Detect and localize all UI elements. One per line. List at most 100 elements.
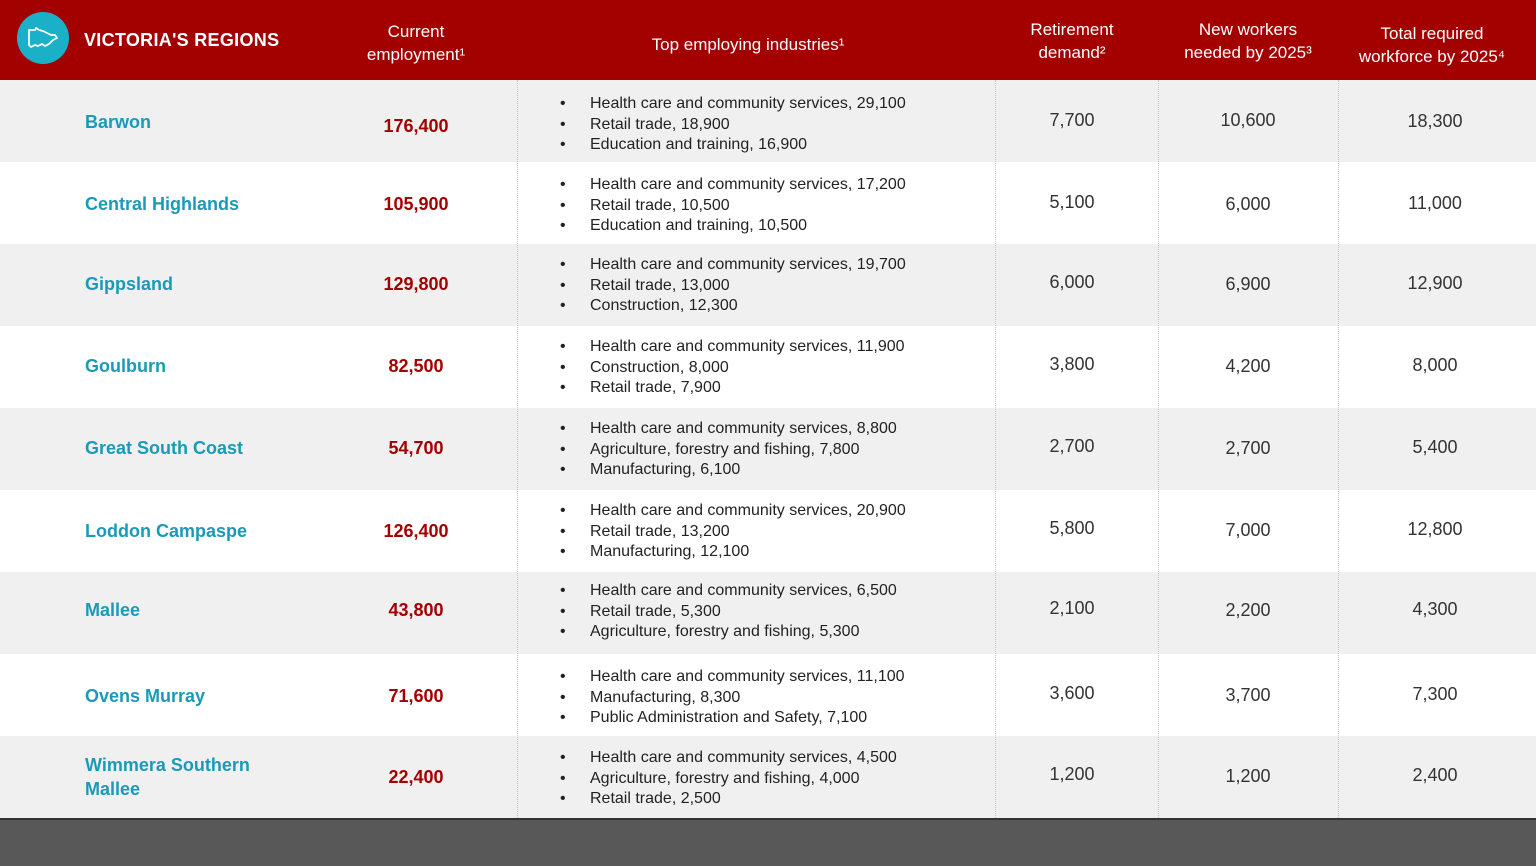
industry-item: Agriculture, forestry and fishing, 5,300 [560, 622, 897, 643]
industry-item: Public Administration and Safety, 7,100 [560, 708, 905, 729]
industry-item: Retail trade, 5,300 [560, 602, 897, 623]
table-row: Goulburn 82,500 Health care and communit… [0, 326, 1536, 408]
new-workers-needed: 2,700 [1225, 438, 1271, 458]
current-employment: 82,500 [388, 356, 444, 376]
footer-bar [0, 818, 1536, 866]
industry-item: Health care and community services, 8,80… [560, 419, 897, 440]
total-workforce: 4,300 [1412, 599, 1458, 619]
total-workforce: 8,000 [1412, 355, 1458, 375]
industries-list: Health care and community services, 11,1… [560, 667, 905, 729]
total-workforce: 12,800 [1407, 519, 1463, 539]
industry-item: Education and training, 16,900 [560, 135, 906, 156]
industries-list: Health care and community services, 19,7… [560, 255, 906, 317]
industries-list: Health care and community services, 6,50… [560, 581, 897, 643]
industry-item: Health care and community services, 29,1… [560, 94, 906, 115]
current-employment: 71,600 [388, 686, 444, 706]
industry-item: Construction, 8,000 [560, 358, 905, 379]
industry-item: Health care and community services, 11,1… [560, 667, 905, 688]
table-row: Loddon Campaspe 126,400 Health care and … [0, 490, 1536, 572]
column-divider [1158, 80, 1159, 818]
table-row: Central Highlands 105,900 Health care an… [0, 162, 1536, 244]
total-workforce: 2,400 [1412, 765, 1458, 785]
column-divider [1338, 80, 1339, 818]
retirement-demand: 2,700 [1049, 436, 1095, 456]
industry-item: Retail trade, 13,200 [560, 522, 906, 543]
industry-item: Health care and community services, 11,9… [560, 337, 905, 358]
new-workers-needed: 7,000 [1225, 520, 1271, 540]
column-divider [517, 80, 518, 818]
current-employment: 105,900 [383, 194, 449, 214]
new-workers-needed: 1,200 [1225, 766, 1271, 786]
new-workers-needed: 4,200 [1225, 356, 1271, 376]
current-employment: 126,400 [383, 521, 449, 541]
column-header-total: Total required workforce by 2025⁴ [1358, 24, 1506, 66]
retirement-demand: 3,600 [1049, 683, 1095, 703]
region-name: Central Highlands [85, 194, 240, 214]
industry-item: Manufacturing, 8,300 [560, 688, 905, 709]
industry-item: Retail trade, 7,900 [560, 378, 905, 399]
industries-list: Health care and community services, 20,9… [560, 501, 906, 563]
region-name: Mallee [85, 600, 141, 620]
new-workers-needed: 6,900 [1225, 274, 1271, 294]
total-workforce: 5,400 [1412, 437, 1458, 457]
page-title: VICTORIA'S REGIONS [84, 30, 280, 50]
column-header-new-workers: New workers needed by 2025³ [1184, 20, 1312, 62]
industry-item: Retail trade, 2,500 [560, 789, 897, 810]
new-workers-needed: 6,000 [1225, 194, 1271, 214]
region-name: Wimmera Southern Mallee [85, 755, 250, 799]
industry-item: Agriculture, forestry and fishing, 7,800 [560, 440, 897, 461]
table-row: Barwon 176,400 Health care and community… [0, 80, 1536, 162]
total-workforce: 18,300 [1407, 111, 1463, 131]
current-employment: 43,800 [388, 600, 444, 620]
region-name: Ovens Murray [85, 686, 206, 706]
column-header-retirement: Retirement demand² [1030, 20, 1114, 62]
current-employment: 22,400 [388, 767, 444, 787]
victoria-map-icon [17, 12, 69, 64]
column-divider [995, 80, 996, 818]
total-workforce: 7,300 [1412, 684, 1458, 704]
region-name: Great South Coast [85, 438, 244, 458]
new-workers-needed: 3,700 [1225, 685, 1271, 705]
new-workers-needed: 2,200 [1225, 600, 1271, 620]
industry-item: Health care and community services, 17,2… [560, 175, 906, 196]
industry-item: Retail trade, 10,500 [560, 196, 906, 217]
column-header-industries: Top employing industries¹ [651, 35, 845, 54]
industries-list: Health care and community services, 11,9… [560, 337, 905, 399]
industry-item: Manufacturing, 12,100 [560, 542, 906, 563]
retirement-demand: 2,100 [1049, 598, 1095, 618]
current-employment: 54,700 [388, 438, 444, 458]
table-row: Great South Coast 54,700 Health care and… [0, 408, 1536, 490]
table-row: Gippsland 129,800 Health care and commun… [0, 244, 1536, 326]
industry-item: Agriculture, forestry and fishing, 4,000 [560, 769, 897, 790]
region-name: Gippsland [85, 274, 174, 294]
region-name: Barwon [85, 112, 152, 132]
retirement-demand: 5,800 [1049, 518, 1095, 538]
industries-list: Health care and community services, 8,80… [560, 419, 897, 481]
retirement-demand: 7,700 [1049, 110, 1095, 130]
retirement-demand: 6,000 [1049, 272, 1095, 292]
industries-list: Health care and community services, 29,1… [560, 94, 906, 156]
region-name: Loddon Campaspe [85, 521, 248, 541]
industry-item: Health care and community services, 19,7… [560, 255, 906, 276]
table-header: VICTORIA'S REGIONS Current employment¹ To… [0, 0, 1536, 80]
table-row: Wimmera Southern Mallee 22,400 Health ca… [0, 736, 1536, 818]
table-row: Mallee 43,800 Health care and community … [0, 572, 1536, 654]
industry-item: Manufacturing, 6,100 [560, 460, 897, 481]
industry-item: Construction, 12,300 [560, 296, 906, 317]
new-workers-needed: 10,600 [1220, 110, 1276, 130]
industry-item: Health care and community services, 20,9… [560, 501, 906, 522]
current-employment: 129,800 [383, 274, 449, 294]
industry-item: Health care and community services, 4,50… [560, 748, 897, 769]
region-name: Goulburn [85, 356, 166, 376]
total-workforce: 11,000 [1408, 193, 1462, 213]
current-employment: 176,400 [383, 116, 449, 136]
table-row: Ovens Murray 71,600 Health care and comm… [0, 654, 1536, 736]
industry-item: Education and training, 10,500 [560, 216, 906, 237]
industry-item: Retail trade, 13,000 [560, 276, 906, 297]
industry-item: Retail trade, 18,900 [560, 115, 906, 136]
column-header-employment: Current employment¹ [366, 22, 466, 64]
industries-list: Health care and community services, 4,50… [560, 748, 897, 810]
retirement-demand: 3,800 [1049, 354, 1095, 374]
total-workforce: 12,900 [1407, 273, 1463, 293]
industries-list: Health care and community services, 17,2… [560, 175, 906, 237]
